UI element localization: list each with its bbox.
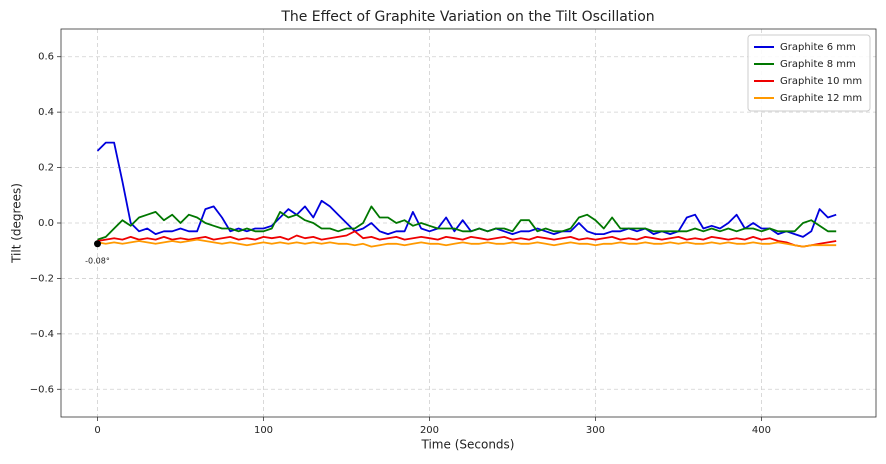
series-line: [97, 205, 837, 241]
legend-label: Graphite 8 mm: [780, 59, 856, 70]
legend-box: [747, 34, 871, 112]
legend: Graphite 6 mm Graphite 8 mm Graphite 10 mm…: [747, 34, 871, 112]
x-tick-label: 100: [254, 425, 273, 436]
x-tick-label: 0: [94, 425, 100, 436]
legend-label: Graphite 10 mm: [780, 76, 862, 87]
x-tick-label: 300: [586, 425, 605, 436]
series-line: [97, 230, 837, 248]
x-tick-label: 400: [752, 425, 771, 436]
series-line: [96, 141, 837, 238]
legend-label: Graphite 6 mm: [780, 42, 856, 53]
series-line: [97, 238, 837, 248]
y-tick-label: 0.6: [38, 52, 54, 63]
legend-label: Graphite 12 mm: [780, 93, 862, 104]
plot-frame: [60, 28, 877, 418]
y-tick-label: 0.4: [38, 107, 54, 118]
x-axis-label: Time (Seconds): [421, 438, 515, 452]
y-tick-label: 0.2: [38, 163, 54, 174]
annotation-point: [94, 240, 102, 248]
y-tick-label: −0.2: [30, 273, 54, 284]
y-tick-label: −0.6: [30, 384, 54, 395]
x-tick-label: 200: [420, 425, 439, 436]
annotation-label: -0.08°: [85, 256, 110, 265]
y-axis-label: Tilt (degrees): [10, 183, 24, 264]
chart-title: The Effect of Graphite Variation on the …: [280, 9, 654, 25]
y-tick-label: −0.4: [30, 329, 54, 340]
y-tick-label: 0.0: [38, 218, 54, 229]
